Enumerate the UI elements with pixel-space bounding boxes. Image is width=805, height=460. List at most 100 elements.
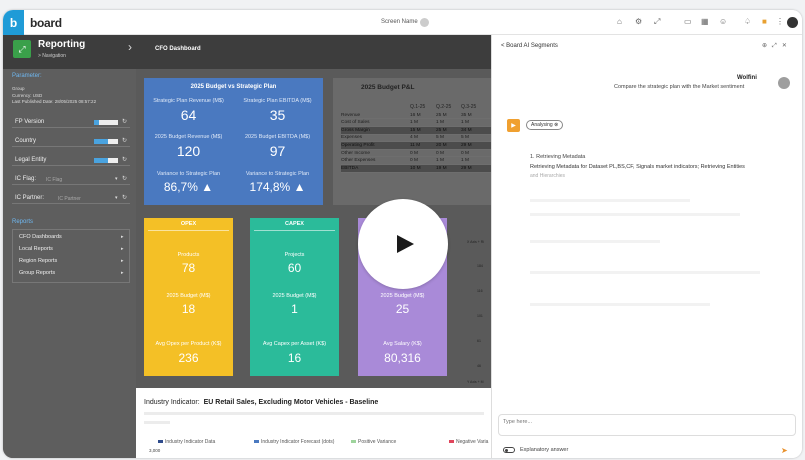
field-bar bbox=[94, 158, 118, 163]
status-badge: Analysing ⊗ bbox=[526, 120, 564, 130]
report-item[interactable]: CFO Dashboards bbox=[19, 234, 62, 240]
fp-version-field[interactable]: FP Version ↻ bbox=[12, 117, 130, 128]
ic-partner-select[interactable]: IC Partner: IC Partner ▾ ↻ bbox=[12, 193, 130, 204]
chat-input-box[interactable] bbox=[498, 414, 796, 436]
cell-value: 1 M bbox=[410, 120, 418, 126]
table-row: Cost of Sales 1 M 1 M 1 M bbox=[341, 120, 491, 127]
axis-tick: 3,000 bbox=[149, 448, 161, 453]
avatar[interactable] bbox=[787, 17, 798, 28]
card-value: 25 bbox=[395, 302, 410, 316]
parameter-title: Parameter: bbox=[12, 73, 42, 79]
chevron-right-icon[interactable]: ▸ bbox=[121, 234, 124, 240]
board-logo-icon[interactable]: b bbox=[3, 10, 24, 35]
table-row: Revenue 16 M 25 M 35 M bbox=[341, 112, 491, 120]
user-icon[interactable]: ☺ bbox=[719, 17, 728, 26]
bell-icon[interactable]: ♤ bbox=[744, 17, 752, 26]
pin-icon[interactable]: ⊕ bbox=[762, 43, 773, 49]
chevron-right-icon[interactable]: ▸ bbox=[121, 258, 124, 264]
card-label: Avg Salary (K$) bbox=[383, 341, 422, 347]
ic-flag-select[interactable]: IC Flag: IC Flag ▾ ↻ bbox=[12, 174, 130, 185]
chat-input[interactable] bbox=[503, 419, 783, 425]
row-label: Gross Margin bbox=[341, 127, 370, 133]
ai-panel-header[interactable]: < Board AI Segments bbox=[501, 43, 558, 49]
reports-list: CFO Dashboards ▸ Local Reports ▸ Region … bbox=[12, 229, 130, 283]
field-label: FP Version bbox=[15, 119, 45, 125]
refresh-icon[interactable]: ↻ bbox=[122, 119, 128, 125]
bookmark-icon[interactable]: ■ bbox=[762, 17, 767, 26]
settings-icon[interactable]: ⚙ bbox=[635, 17, 643, 26]
legend-item: Positive Variance bbox=[351, 439, 396, 445]
cell-value: 19 M bbox=[436, 165, 447, 171]
screen-info-icon[interactable] bbox=[420, 18, 429, 27]
close-icon[interactable]: ✕ bbox=[781, 43, 792, 49]
chevron-down-icon[interactable]: ▾ bbox=[115, 176, 118, 182]
send-icon[interactable]: ➤ bbox=[781, 446, 788, 455]
app-logo-text: board bbox=[30, 16, 62, 30]
card-value: 78 bbox=[181, 261, 196, 275]
table-row: Other Expenses 0 M 1 M 1 M bbox=[341, 158, 491, 165]
field-bar bbox=[94, 120, 118, 125]
report-item[interactable]: Group Reports bbox=[19, 270, 56, 276]
cell-value: 0 M bbox=[410, 150, 418, 156]
cell-value: 1 M bbox=[436, 120, 444, 126]
ai-bot-icon: ▶ bbox=[507, 119, 520, 132]
legend-item: Negative Varia bbox=[449, 439, 488, 445]
play-button[interactable] bbox=[358, 199, 448, 289]
report-item[interactable]: Region Reports bbox=[19, 258, 58, 264]
table-row: Gross Margin 15 M 25 M 34 M bbox=[341, 127, 491, 135]
cell-value: 1 M bbox=[436, 158, 444, 164]
row-label: Other Income bbox=[341, 150, 371, 156]
refresh-icon[interactable]: ↻ bbox=[122, 157, 128, 163]
row-label: Cost of Sales bbox=[341, 120, 370, 126]
page-title: Reporting bbox=[38, 39, 86, 50]
expand-icon[interactable]: ⤢ bbox=[772, 43, 782, 49]
more-icon[interactable]: ⋮ bbox=[776, 17, 784, 26]
card-value: 16 bbox=[287, 351, 302, 365]
row-label: Expenses bbox=[341, 135, 363, 141]
cell-value: 25 M bbox=[436, 112, 447, 118]
axis-tick: 101 bbox=[477, 314, 483, 318]
navigation-link[interactable]: > Navigation bbox=[38, 53, 66, 59]
column-header: Q.3-25 bbox=[461, 104, 477, 110]
opex-card: OPEX Products 78 2025 Budget (M$) 18 Avg… bbox=[144, 218, 233, 376]
card-value: 60 bbox=[287, 261, 302, 275]
cell-value: 5 M bbox=[461, 135, 469, 141]
legal-entity-field[interactable]: Legal Entity ↻ bbox=[12, 155, 130, 166]
screen-name-label: Screen Name bbox=[381, 19, 418, 25]
kpi-label: Strategic Plan EBITDA (M$) bbox=[243, 98, 312, 104]
row-label: Revenue bbox=[341, 112, 361, 118]
industry-indicator-panel: Industry Indicator: EU Retail Sales, Exc… bbox=[136, 388, 491, 458]
reporting-icon[interactable]: ⤢ bbox=[13, 40, 31, 58]
expand-icon[interactable]: ⤢ bbox=[654, 17, 661, 26]
placeholder-line bbox=[530, 199, 690, 202]
placeholder-line bbox=[530, 303, 710, 306]
chevron-right-icon[interactable]: ▸ bbox=[121, 246, 124, 252]
placeholder-line bbox=[530, 240, 660, 243]
reports-title: Reports bbox=[12, 219, 34, 225]
card-label: 2025 Budget (M$) bbox=[166, 293, 211, 299]
table-row: Operating Profit 11 M 20 M 29 M bbox=[341, 142, 491, 150]
calendar-icon[interactable]: ▭ bbox=[684, 17, 692, 26]
table-row: Other Income 0 M 0 M 0 M bbox=[341, 150, 491, 158]
card-label: Products bbox=[177, 252, 200, 258]
kpi-cell: Strategic Plan EBITDA (M$) 35 bbox=[233, 98, 322, 123]
kpi-cell: Strategic Plan Revenue (M$) 64 bbox=[144, 98, 233, 123]
row-label: Other Expenses bbox=[341, 158, 376, 164]
country-field[interactable]: Country ↻ bbox=[12, 136, 130, 147]
chevron-right-icon[interactable]: ▸ bbox=[121, 270, 124, 276]
step-title: 1. Retrieving Metadata bbox=[530, 154, 586, 160]
chevron-down-icon[interactable]: ▾ bbox=[115, 195, 118, 201]
axis-tick: 184 bbox=[477, 264, 483, 268]
report-item[interactable]: Local Reports bbox=[19, 246, 53, 252]
refresh-icon[interactable]: ↻ bbox=[122, 176, 128, 182]
breadcrumb[interactable]: CFO Dashboard bbox=[155, 46, 201, 52]
refresh-icon[interactable]: ↻ bbox=[122, 195, 128, 201]
step-detail: and Hierarchies bbox=[530, 173, 566, 179]
cell-value: 15 M bbox=[410, 127, 421, 133]
home-icon[interactable]: ⌂ bbox=[617, 17, 622, 26]
explanatory-toggle[interactable] bbox=[503, 447, 515, 453]
grid-icon[interactable]: ▦ bbox=[701, 17, 709, 26]
refresh-icon[interactable]: ↻ bbox=[122, 138, 128, 144]
chevron-right-icon: › bbox=[128, 40, 132, 54]
axis-tick: 61 bbox=[477, 339, 481, 343]
